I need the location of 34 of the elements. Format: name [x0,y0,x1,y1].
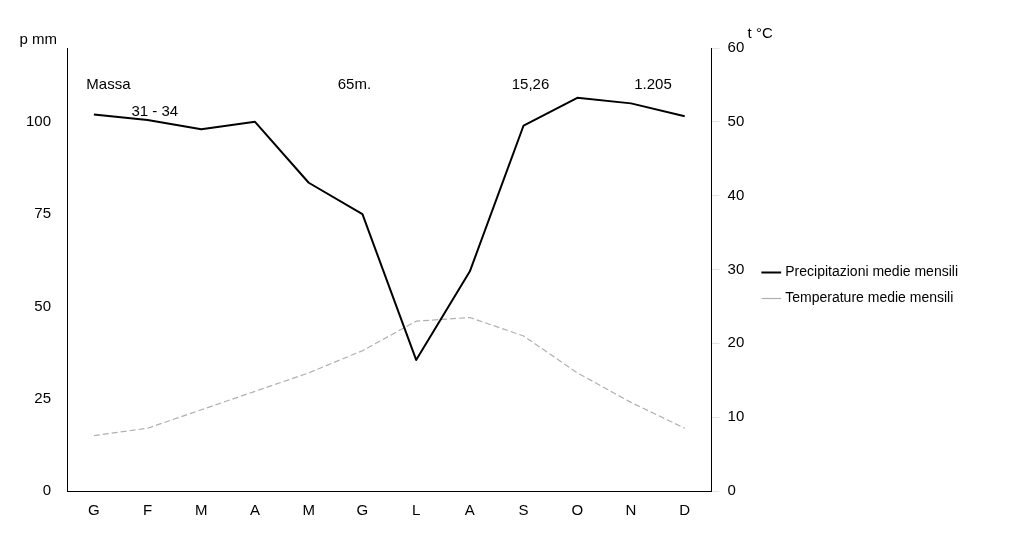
annotation: 1.205 [634,75,672,93]
y-axis-title: p mm [19,30,58,48]
x-tick-label: M [302,501,315,519]
x-tick-label: A [250,501,261,519]
x-tick-label: S [518,501,529,519]
x-tick-label: A [464,501,475,519]
y-tick-label: 50 [34,296,52,314]
x-tick-label: O [571,501,584,519]
annotation: 15,26 [511,75,550,93]
x-tick-label: F [143,501,153,519]
y2-tick-label: 50 [727,111,745,129]
x-tick-label: L [411,501,421,519]
y2-tick-label: 0 [727,481,736,499]
legend-label: Temperature medie mensili [785,289,954,306]
y2-tick-label: 40 [727,185,745,203]
annotation: 65m. [337,75,372,93]
y2-tick-label: 30 [727,259,745,277]
y2-tick-label: 10 [727,407,745,425]
x-tick-label: M [195,501,208,519]
y2-tick-label: 60 [727,38,745,56]
line-series [93,316,686,437]
x-tick-label: N [625,501,637,519]
y2-axis-title: t °C [747,24,773,42]
annotation: 31 - 34 [131,101,179,119]
y-tick-label: 100 [26,111,52,129]
y2-tick-label: 20 [727,333,745,351]
legend-label: Precipitazioni medie mensili [785,263,959,280]
y-tick-label: 0 [42,481,52,499]
y-tick-label: 75 [34,204,52,222]
y-tick-label: 25 [34,388,52,406]
x-tick-label: G [356,501,369,519]
x-tick-label: D [679,501,691,519]
x-tick-label: G [88,501,100,519]
annotation: Massa [86,75,132,93]
